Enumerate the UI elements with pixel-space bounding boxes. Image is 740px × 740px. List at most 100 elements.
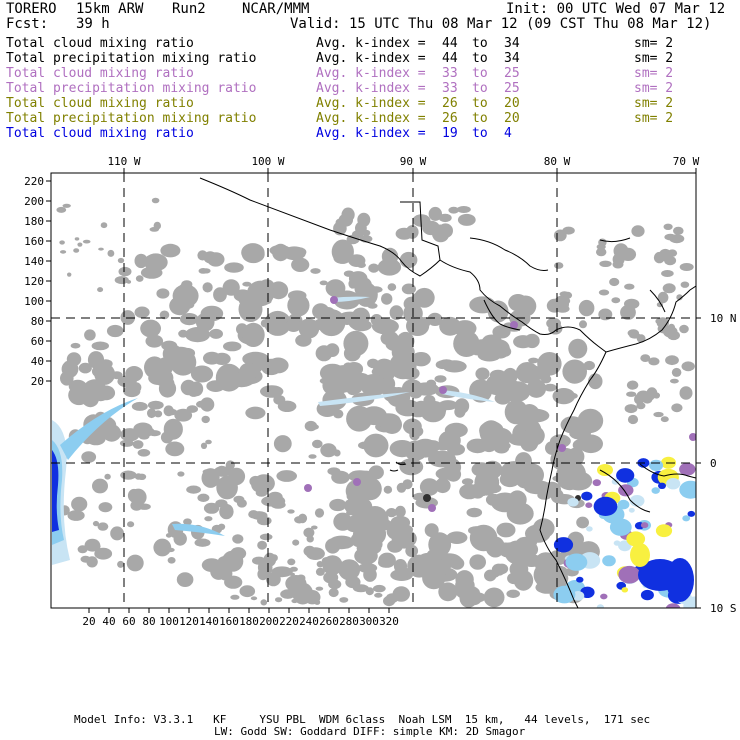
coastline <box>639 463 696 479</box>
cloud-patch <box>132 440 144 449</box>
cloud-patch <box>223 341 242 352</box>
pale-blue-streak <box>440 390 495 402</box>
cloud-patch <box>91 365 107 378</box>
cloud-patch <box>275 597 283 603</box>
cloud-patch <box>277 400 297 412</box>
cloud-patch <box>653 411 664 418</box>
cloud-patch <box>74 237 80 241</box>
cloud-patch <box>412 438 439 458</box>
cloud-patch <box>494 392 512 405</box>
cloud-patch <box>166 547 175 553</box>
cloud-patch <box>328 588 339 598</box>
cloud-patch <box>572 439 588 451</box>
cloud-patch <box>648 357 660 366</box>
cloud-patch <box>319 307 337 322</box>
cloud-patch <box>104 473 111 480</box>
cloud-patch <box>502 367 518 384</box>
cloud-patch <box>411 352 431 367</box>
left-grid-label: 200 <box>24 195 44 208</box>
cloud-patch <box>374 592 383 598</box>
cloud-patch <box>378 557 393 568</box>
latitude-label: 10 N <box>710 312 737 325</box>
cloud-patch <box>662 283 676 294</box>
cloud-patch <box>450 557 465 570</box>
legend-field: Total precipitation mixing ratio <box>6 51 257 66</box>
cloud-patch <box>147 408 157 419</box>
cloud-patch <box>679 386 693 400</box>
cloud-patch <box>516 536 537 549</box>
cloud-patch <box>389 440 415 458</box>
convective-cell <box>629 495 645 507</box>
cloud-patch <box>98 247 104 251</box>
purple-cell <box>689 433 696 441</box>
cloud-patch <box>271 566 293 578</box>
cloud-patch <box>599 260 612 267</box>
cloud-patch <box>466 507 483 518</box>
cloud-patch <box>203 502 220 514</box>
cloud-patch <box>456 346 468 353</box>
cloud-patch <box>377 258 402 276</box>
convective-cell <box>585 502 593 509</box>
cloud-patch <box>579 320 587 329</box>
cloud-patch <box>446 531 468 544</box>
cloud-patch <box>162 543 169 549</box>
cloud-patch <box>395 399 421 417</box>
cloud-patch <box>98 502 113 513</box>
cloud-patch <box>479 420 503 445</box>
cloud-patch <box>477 489 488 497</box>
cloud-patch <box>90 542 101 551</box>
convective-core <box>666 558 694 602</box>
cloud-patch <box>183 518 192 526</box>
legend-to: to <box>472 111 488 126</box>
cloud-patch <box>239 585 256 598</box>
legend-field: Total cloud mixing ratio <box>6 126 194 141</box>
cloud-patch <box>554 262 564 269</box>
cloud-patch <box>209 328 224 339</box>
cloud-patch <box>381 293 393 305</box>
bottom-grid-label: 220 <box>279 615 299 628</box>
convective-cell <box>651 487 660 494</box>
purple-cell <box>428 504 436 512</box>
cloud-patch <box>134 253 148 269</box>
cloud-patch <box>186 485 202 494</box>
cloud-patch <box>82 239 91 244</box>
cloud-patch <box>201 415 210 424</box>
cloud-patch <box>224 262 244 273</box>
cloud-patch <box>329 498 347 512</box>
cloud-patch <box>106 324 124 338</box>
legend-to: to <box>472 36 488 51</box>
cloud-patch <box>509 560 529 578</box>
cloud-patch <box>135 275 144 282</box>
cloud-patch <box>238 293 254 306</box>
cloud-patch <box>537 352 562 376</box>
cloud-patch <box>92 478 108 494</box>
cloud-patch <box>387 539 403 553</box>
cloud-patch <box>428 206 442 221</box>
cloud-patch <box>315 345 333 362</box>
longitude-label: 100 W <box>251 155 284 168</box>
cloud-patch <box>426 549 441 564</box>
cloud-patch <box>100 222 108 229</box>
cloud-patch <box>389 305 404 320</box>
cloud-patch <box>663 223 673 230</box>
legend-field: Total precipitation mixing ratio <box>6 81 257 96</box>
convective-cell <box>593 496 618 516</box>
left-grid-label: 220 <box>24 175 44 188</box>
convective-cell <box>658 482 666 489</box>
legend-smoothing: sm= 2 <box>634 66 674 81</box>
model-info: Model Info: V3.3.1 KF YSU PBL WDM 6class… <box>74 713 651 726</box>
cloud-patch <box>624 283 635 290</box>
legend-k-from: 19 <box>442 126 458 141</box>
cloud-patch <box>475 367 490 381</box>
cloud-patch <box>481 334 503 350</box>
cloud-patch <box>126 554 144 572</box>
cloud-patch <box>355 282 378 307</box>
purple-cell <box>304 484 312 492</box>
cloud-patch <box>145 334 164 348</box>
cloud-patch <box>365 587 374 596</box>
convective-cell <box>679 480 696 499</box>
coastline <box>605 285 696 353</box>
cloud-patch <box>345 362 364 376</box>
cloud-mixing-ratio-field <box>56 197 695 608</box>
